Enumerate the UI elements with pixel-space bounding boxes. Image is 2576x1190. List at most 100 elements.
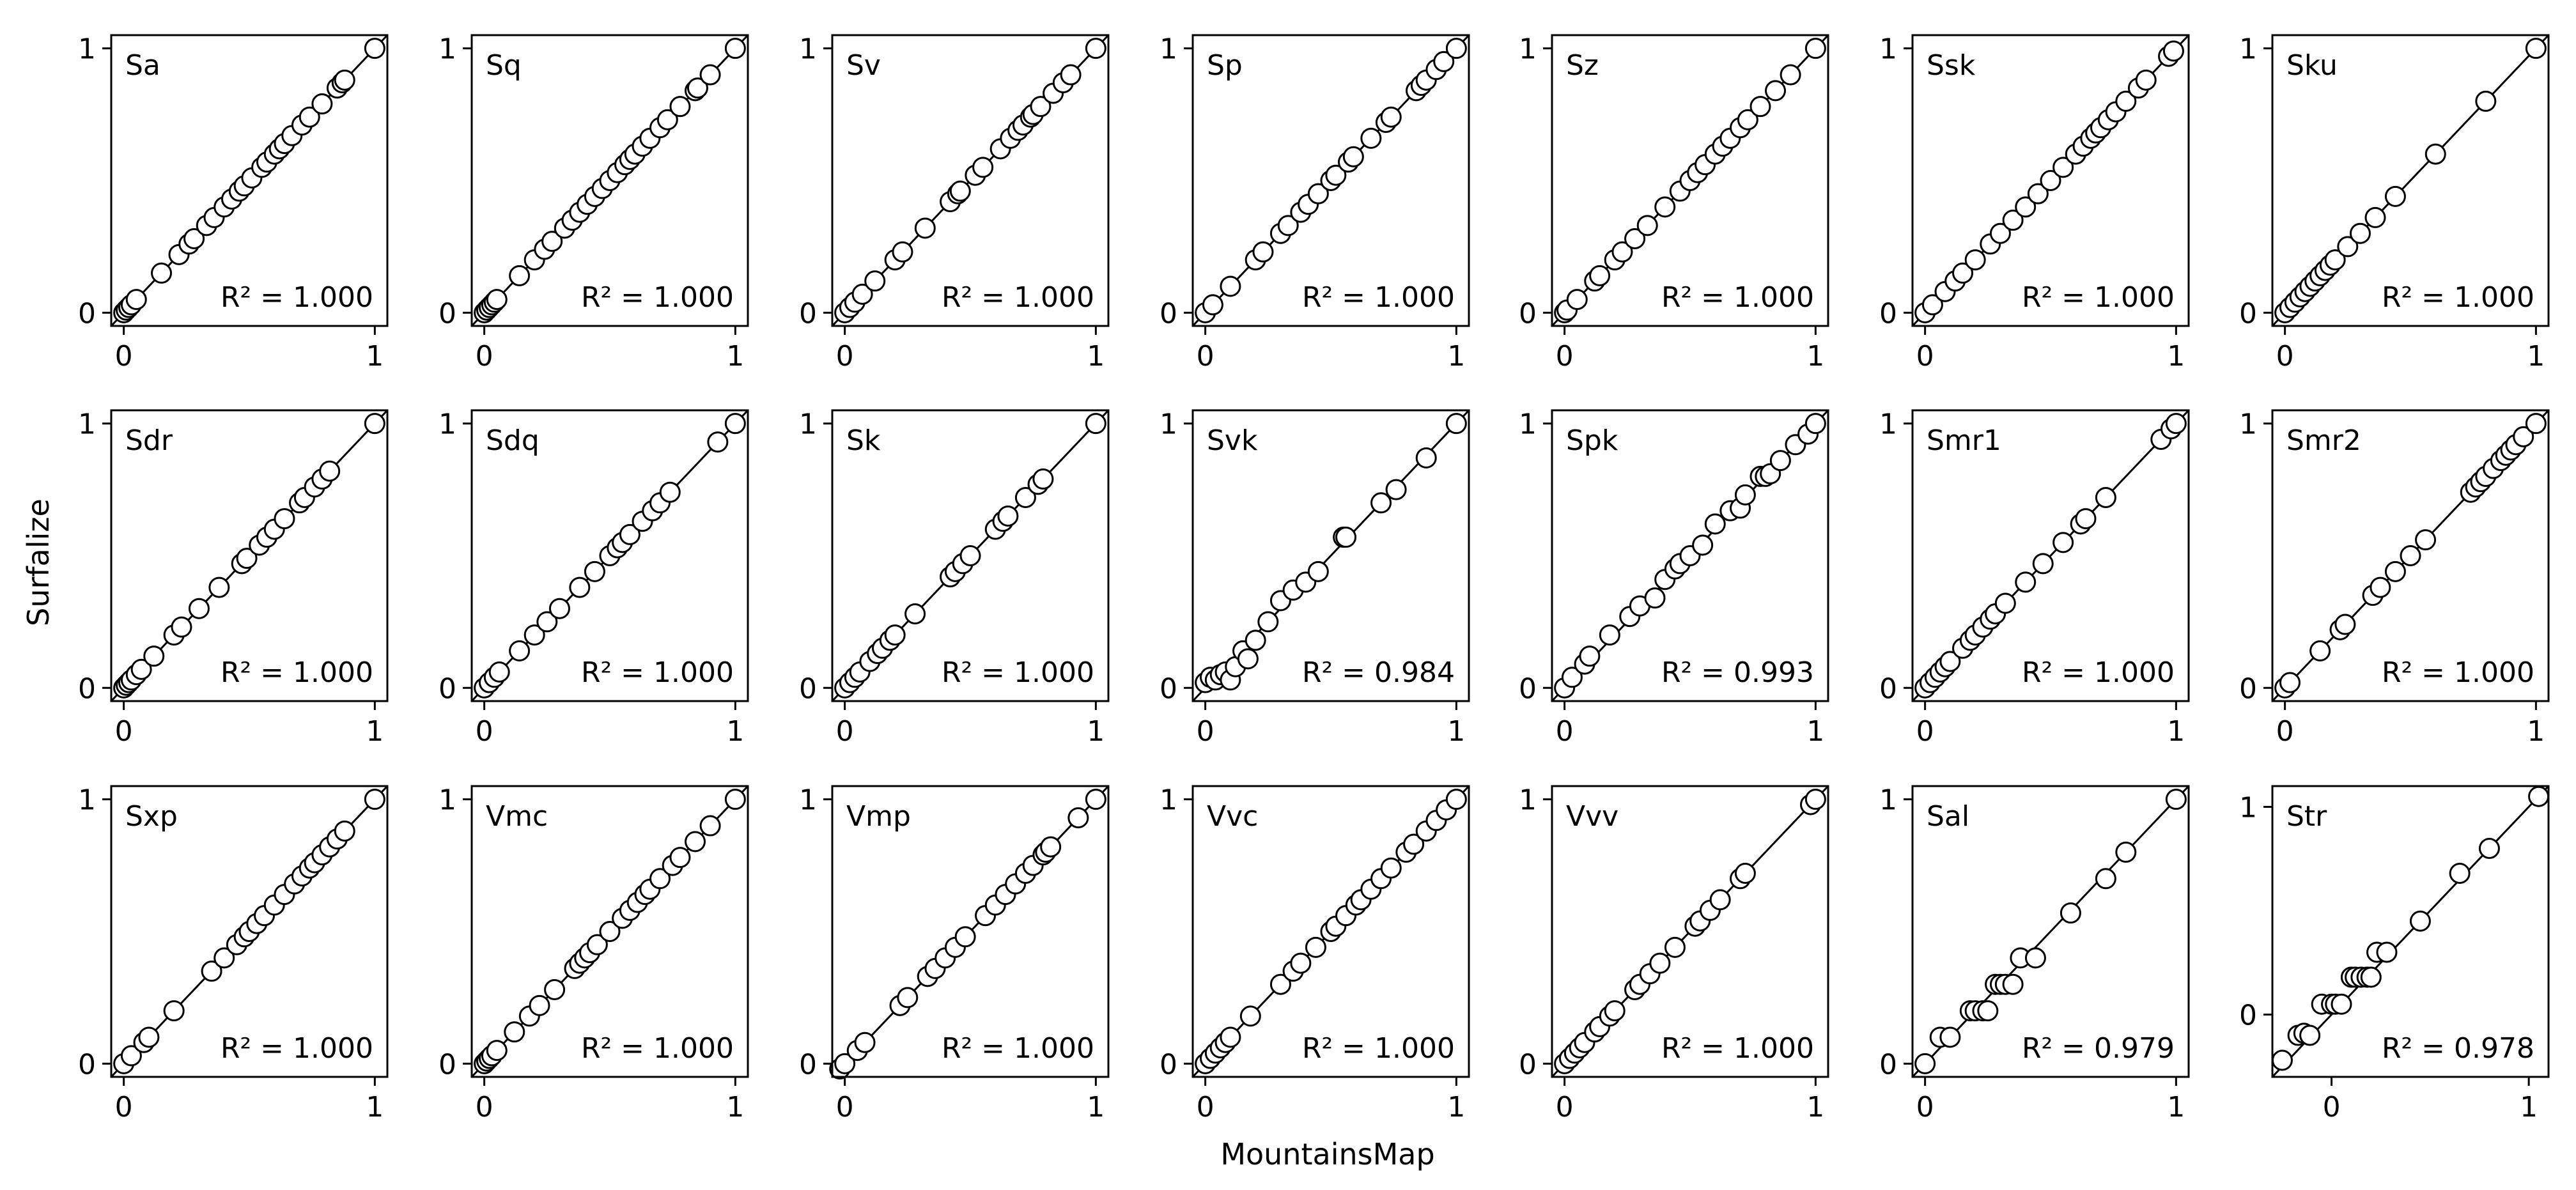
plot-frame bbox=[1551, 785, 1829, 1078]
identity-line bbox=[2271, 785, 2550, 1078]
data-point bbox=[1257, 611, 1279, 633]
data-point bbox=[2002, 210, 2024, 231]
panel-spk: 0 1 0 1 Spk R² = 0.993 bbox=[1519, 408, 1829, 748]
data-point bbox=[699, 815, 721, 837]
panel-title: Sz bbox=[1566, 49, 1599, 82]
panel-sq: 0 1 0 1 Sq R² = 1.000 bbox=[438, 33, 749, 373]
data-point bbox=[1769, 450, 1791, 472]
data-point bbox=[2475, 90, 2497, 112]
data-point bbox=[213, 947, 235, 969]
panel-title: Str bbox=[2286, 800, 2327, 833]
data-point bbox=[364, 38, 385, 59]
data-point bbox=[1704, 513, 1726, 535]
x-tick-label: 1 bbox=[1087, 715, 1105, 748]
plot-frame bbox=[831, 409, 1110, 702]
data-point bbox=[2324, 249, 2346, 271]
x-tick-label: 0 bbox=[476, 340, 493, 373]
data-point bbox=[699, 64, 721, 86]
data-point bbox=[1277, 215, 1299, 236]
y-tick-label: 0 bbox=[799, 297, 817, 330]
data-point bbox=[1804, 789, 1826, 810]
data-point bbox=[1939, 1026, 1961, 1048]
x-tick-label: 1 bbox=[2527, 340, 2545, 373]
data-point bbox=[1649, 952, 1671, 974]
data-point bbox=[544, 979, 566, 1000]
panel-title: Sdr bbox=[125, 424, 173, 457]
data-point bbox=[959, 545, 981, 566]
data-point bbox=[2425, 143, 2446, 165]
y-tick-label: 0 bbox=[438, 672, 456, 705]
data-point bbox=[2334, 614, 2356, 635]
data-point bbox=[486, 289, 508, 311]
y-tick-label: 0 bbox=[799, 1048, 817, 1081]
data-point bbox=[2299, 1024, 2321, 1046]
r2-annotation: R² = 1.000 bbox=[221, 656, 373, 689]
data-point bbox=[2115, 841, 2137, 863]
data-point bbox=[1220, 1026, 1241, 1048]
data-point bbox=[724, 38, 746, 59]
y-tick-label: 0 bbox=[438, 1048, 456, 1081]
y-tick-label: 0 bbox=[799, 672, 817, 705]
data-point bbox=[151, 262, 173, 284]
data-point bbox=[619, 523, 640, 545]
data-point bbox=[2525, 38, 2547, 59]
data-point bbox=[1765, 80, 1787, 102]
data-point bbox=[1360, 127, 1382, 149]
data-point bbox=[649, 868, 671, 890]
x-tick-label: 0 bbox=[1556, 1091, 1574, 1124]
data-point bbox=[208, 576, 230, 598]
data-point bbox=[949, 180, 971, 202]
panel-title: Sal bbox=[1927, 800, 1969, 833]
data-point bbox=[1952, 262, 1974, 284]
y-tick-label: 1 bbox=[1879, 784, 1897, 817]
panel-title: Ssk bbox=[1927, 49, 1976, 82]
y-tick-label: 0 bbox=[1160, 1048, 1177, 1081]
data-point bbox=[2027, 183, 2049, 205]
r2-annotation: R² = 0.984 bbox=[1302, 656, 1455, 689]
data-point bbox=[1085, 38, 1106, 59]
data-point bbox=[2360, 966, 2382, 988]
y-tick-label: 0 bbox=[1879, 297, 1897, 330]
y-tick-label: 0 bbox=[1519, 672, 1537, 705]
plot-frame bbox=[470, 34, 749, 327]
panel-title: Sv bbox=[846, 49, 881, 82]
data-point bbox=[904, 603, 926, 624]
plot-frame bbox=[1911, 785, 2190, 1078]
y-tick-label: 0 bbox=[78, 1048, 96, 1081]
panel-smr2: 0 1 0 1 Smr2 R² = 1.000 bbox=[2239, 408, 2550, 748]
x-tick-label: 1 bbox=[2167, 340, 2185, 373]
data-point bbox=[656, 109, 678, 130]
x-tick-label: 0 bbox=[836, 715, 854, 748]
y-tick-label: 1 bbox=[2239, 792, 2257, 824]
panel-sdr: 0 1 0 1 Sdr R² = 1.000 bbox=[78, 408, 389, 748]
x-tick-label: 1 bbox=[726, 1091, 744, 1124]
data-point bbox=[659, 481, 681, 503]
data-point bbox=[188, 598, 210, 619]
data-point bbox=[2015, 196, 2037, 218]
data-point bbox=[724, 413, 746, 435]
data-point bbox=[130, 658, 152, 680]
data-point bbox=[334, 69, 355, 91]
data-point bbox=[1060, 64, 1082, 86]
x-tick-label: 1 bbox=[1447, 340, 1465, 373]
data-point bbox=[163, 1000, 185, 1022]
data-point bbox=[997, 505, 1019, 527]
data-point bbox=[2370, 576, 2391, 598]
data-point bbox=[914, 217, 936, 239]
data-point bbox=[2279, 672, 2301, 693]
data-point bbox=[1403, 833, 1425, 855]
panel-sku: 0 1 0 1 Sku R² = 1.000 bbox=[2239, 33, 2550, 373]
y-tick-label: 1 bbox=[1519, 408, 1537, 441]
data-point bbox=[138, 1026, 160, 1048]
panel-title: Sdq bbox=[486, 424, 539, 457]
r2-annotation: R² = 1.000 bbox=[1302, 281, 1455, 314]
y-tick-label: 0 bbox=[2239, 1000, 2257, 1032]
data-point bbox=[685, 831, 706, 853]
x-tick-label: 1 bbox=[726, 340, 744, 373]
data-point bbox=[1750, 96, 1771, 118]
y-tick-label: 1 bbox=[78, 784, 96, 817]
y-tick-label: 1 bbox=[1160, 784, 1177, 817]
data-point bbox=[1290, 952, 1312, 974]
data-point bbox=[2015, 571, 2037, 593]
plot-frame bbox=[470, 409, 749, 702]
